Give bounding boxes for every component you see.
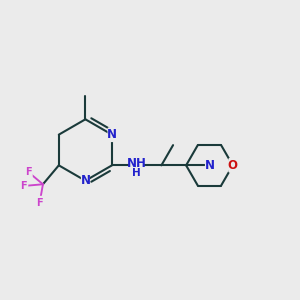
Text: NH: NH	[127, 157, 147, 170]
Text: N: N	[80, 174, 90, 187]
Text: H: H	[132, 168, 141, 178]
FancyBboxPatch shape	[35, 196, 44, 211]
FancyBboxPatch shape	[228, 158, 237, 173]
Text: F: F	[36, 198, 43, 208]
FancyBboxPatch shape	[19, 178, 28, 194]
Text: N: N	[205, 159, 214, 172]
Text: F: F	[20, 181, 27, 191]
FancyBboxPatch shape	[24, 164, 33, 179]
FancyBboxPatch shape	[129, 156, 144, 171]
FancyBboxPatch shape	[107, 127, 116, 142]
Text: F: F	[25, 167, 32, 177]
FancyBboxPatch shape	[81, 173, 90, 188]
Text: O: O	[228, 159, 238, 172]
Text: N: N	[107, 128, 117, 141]
FancyBboxPatch shape	[205, 158, 214, 173]
